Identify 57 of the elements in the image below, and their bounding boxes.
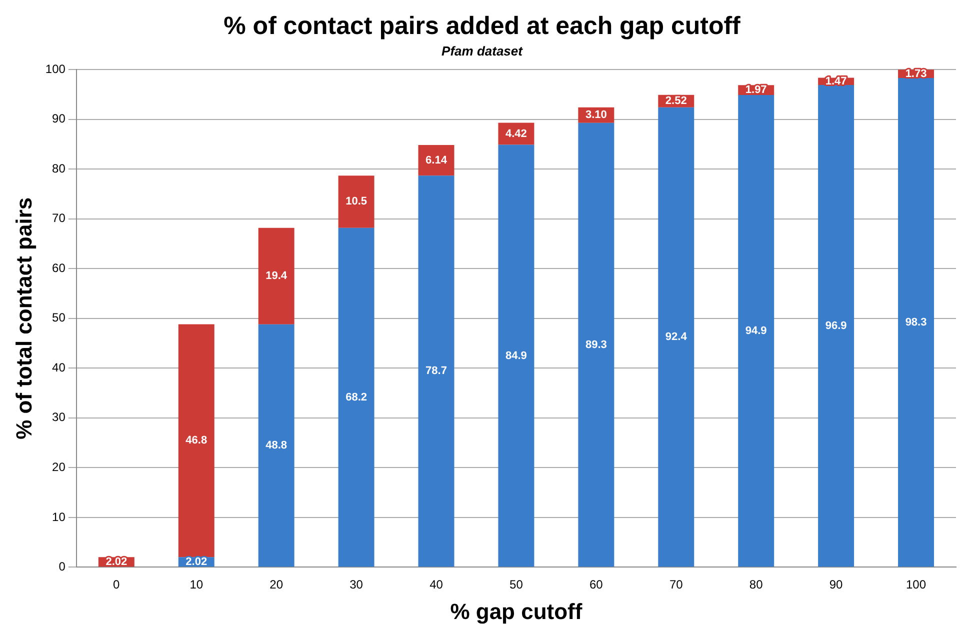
data-label: 6.14 — [426, 154, 448, 166]
y-axis-title: % of total contact pairs — [11, 197, 36, 440]
data-label: 68.2 — [346, 391, 367, 404]
x-tick-label: 40 — [430, 578, 444, 592]
data-label: 84.9 — [506, 350, 527, 362]
x-tick-label: 0 — [113, 578, 120, 592]
x-tick-label: 30 — [350, 578, 364, 592]
x-tick-label: 90 — [829, 578, 844, 592]
x-axis-title: % gap cutoff — [450, 598, 583, 624]
data-label: 2.02 — [186, 556, 208, 568]
bar — [258, 324, 294, 567]
y-tick-label: 80 — [52, 161, 66, 176]
data-label: 89.3 — [585, 338, 607, 351]
x-tick-label: 80 — [749, 578, 764, 592]
bar — [818, 85, 854, 567]
bar — [498, 144, 534, 567]
data-label: 78.7 — [426, 365, 447, 378]
x-tick-label: 20 — [270, 578, 284, 592]
bar — [658, 107, 694, 567]
bar — [258, 228, 294, 324]
y-tick-label: 30 — [52, 410, 66, 424]
y-tick-label: 20 — [52, 460, 66, 474]
y-tick-label: 40 — [52, 360, 66, 374]
bar — [738, 94, 774, 567]
y-tick-label: 50 — [52, 310, 66, 325]
data-label: 19.4 — [266, 270, 288, 282]
y-tick-label: 100 — [45, 62, 66, 76]
x-tick-label: 70 — [669, 578, 684, 592]
bar — [338, 228, 374, 567]
bar — [178, 324, 214, 558]
y-tick-label: 70 — [52, 211, 66, 226]
data-label: 4.42 — [506, 128, 527, 140]
data-label: 96.9 — [825, 320, 847, 332]
data-label: 98.3 — [905, 316, 927, 328]
data-label: 2.02 — [106, 556, 128, 568]
x-tick-label: 60 — [589, 578, 604, 592]
x-tick-label: 50 — [510, 578, 524, 592]
data-label: 48.8 — [266, 440, 288, 452]
data-label: 1.73 — [905, 68, 927, 80]
data-label: 46.8 — [186, 434, 208, 447]
data-label: 1.97 — [745, 84, 767, 96]
bar — [418, 176, 454, 567]
data-label: 92.4 — [665, 331, 688, 344]
x-tick-label: 10 — [190, 578, 204, 592]
y-tick-label: 0 — [58, 560, 66, 574]
y-tick-label: 60 — [52, 260, 66, 275]
bar — [578, 122, 614, 567]
data-label: 2.52 — [665, 95, 687, 108]
data-label: 3.10 — [585, 109, 607, 122]
bar — [898, 78, 934, 567]
x-tick-label: 100 — [906, 578, 926, 592]
chart-subtitle: Pfam dataset — [442, 43, 524, 58]
y-tick-label: 10 — [52, 510, 66, 524]
data-label: 10.5 — [346, 196, 367, 208]
y-tick-label: 90 — [52, 112, 66, 126]
chart-title: % of contact pairs added at each gap cutoff — [224, 12, 742, 40]
data-label: 94.9 — [745, 324, 767, 337]
